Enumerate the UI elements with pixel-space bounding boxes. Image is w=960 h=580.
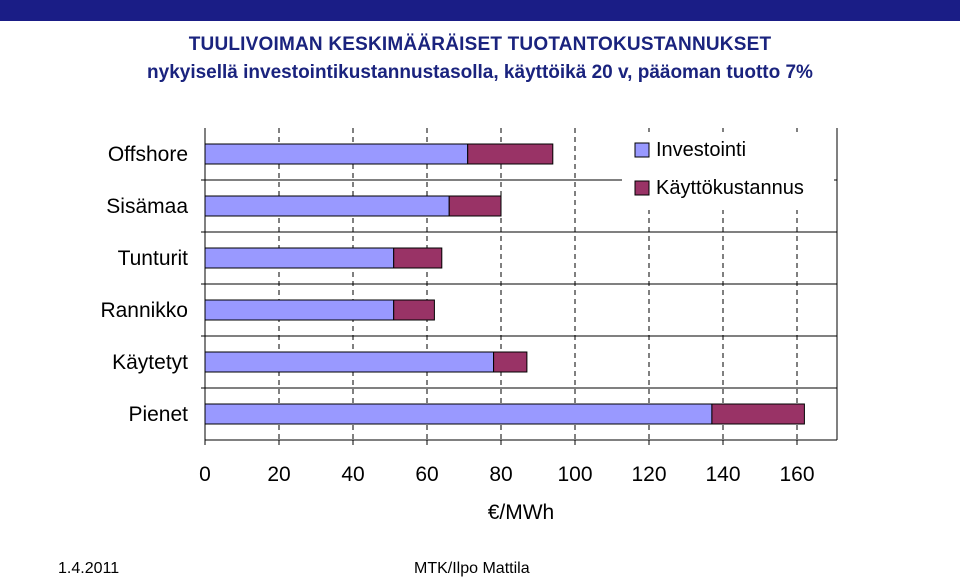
bar-investointi: [204, 403, 713, 425]
bar-kayttokustannus: [467, 143, 554, 165]
category-label: Käytetyt: [112, 351, 188, 374]
chart-subtitle: nykyisellä investointikustannustasolla, …: [147, 62, 813, 83]
category-label: Rannikko: [100, 299, 188, 322]
legend-swatch: [634, 142, 650, 158]
x-tick-label: 0: [199, 463, 211, 486]
bar-kayttokustannus: [393, 247, 443, 269]
category-label: Pienet: [128, 403, 188, 426]
legend-swatch: [634, 180, 650, 196]
footer-author: MTK/Ilpo Mattila: [414, 560, 530, 577]
x-axis-label: €/MWh: [488, 501, 555, 524]
bar-kayttokustannus: [711, 403, 805, 425]
category-label: Sisämaa: [106, 195, 188, 218]
legend-label: Käyttökustannus: [656, 177, 804, 199]
category-label: Tunturit: [118, 247, 189, 270]
x-tick-label: 120: [631, 463, 666, 486]
bar-investointi: [204, 351, 495, 373]
x-tick-label: 60: [415, 463, 438, 486]
x-tick-label: 160: [779, 463, 814, 486]
legend-label: Investointi: [656, 139, 746, 161]
x-tick-label: 80: [489, 463, 512, 486]
top-banner: [0, 0, 960, 21]
chart-title: TUULIVOIMAN KESKIMÄÄRÄISET TUOTANTOKUSTA…: [188, 34, 772, 55]
legend-box: [622, 132, 834, 210]
bar-investointi: [204, 299, 395, 321]
x-tick-label: 100: [557, 463, 592, 486]
x-tick-label: 20: [267, 463, 290, 486]
bar-investointi: [204, 143, 469, 165]
category-label: Offshore: [108, 143, 188, 166]
bar-kayttokustannus: [393, 299, 435, 321]
x-tick-label: 140: [705, 463, 740, 486]
bar-investointi: [204, 247, 395, 269]
bar-kayttokustannus: [493, 351, 528, 373]
bar-kayttokustannus: [448, 195, 502, 217]
footer-date: 1.4.2011: [58, 560, 120, 577]
x-tick-label: 40: [341, 463, 364, 486]
bar-investointi: [204, 195, 450, 217]
